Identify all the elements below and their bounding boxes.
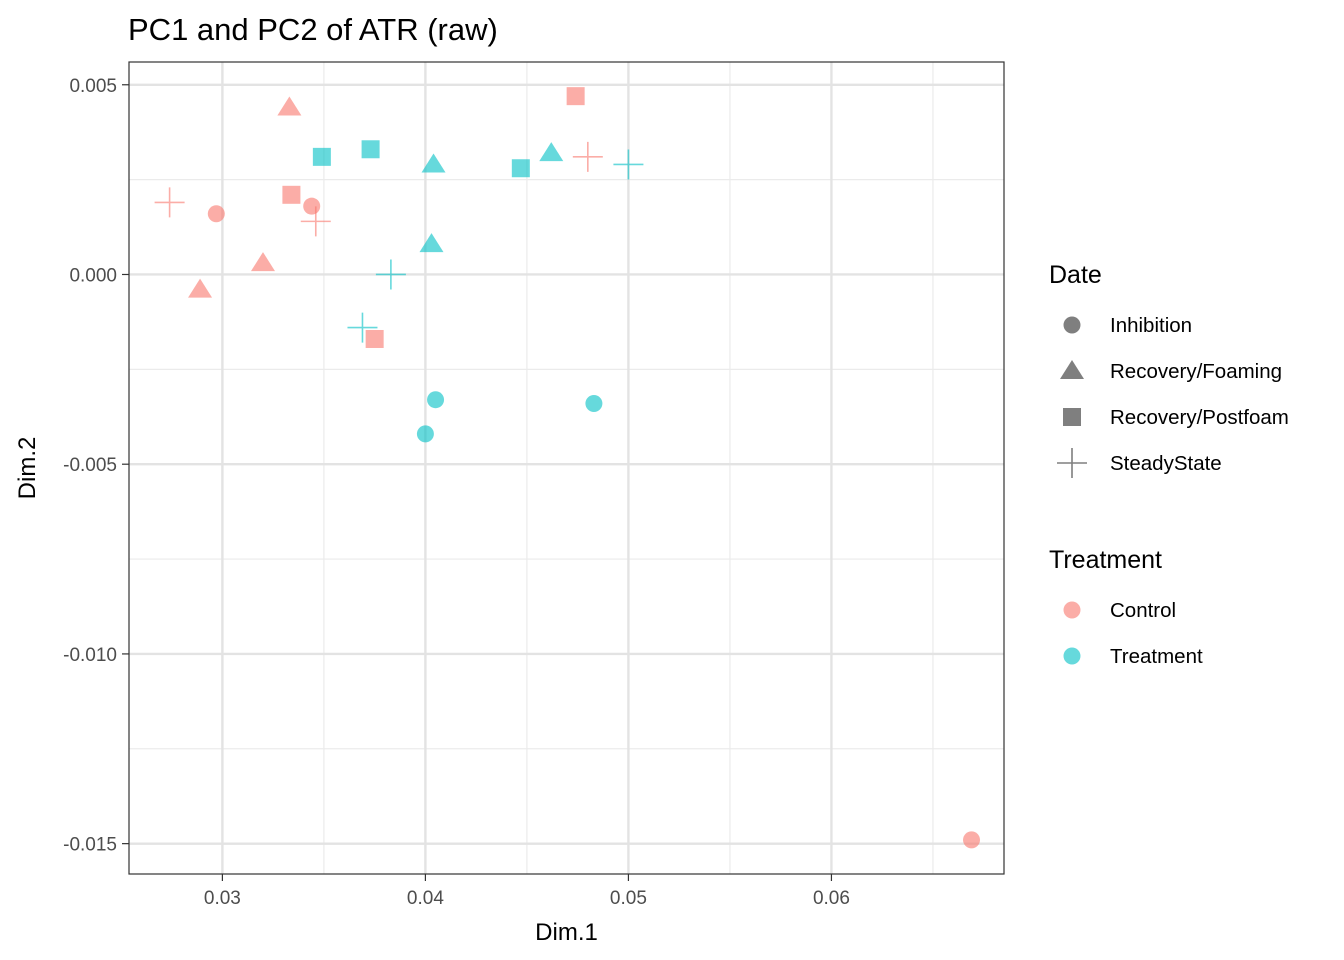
- y-tick-label: -0.005: [63, 455, 117, 476]
- color-legend-label: Treatment: [1110, 645, 1203, 668]
- data-point: [365, 329, 384, 348]
- y-tick-label: 0.005: [69, 76, 117, 97]
- shape-legend-label: Recovery/Foaming: [1110, 360, 1282, 383]
- data-point: [207, 205, 225, 223]
- x-tick-label: 0.03: [204, 888, 241, 909]
- data-point: [300, 206, 331, 237]
- color-legend: Treatment Control Treatment: [1049, 546, 1203, 668]
- x-tick-label: 0.04: [407, 888, 444, 909]
- data-point: [613, 149, 644, 180]
- legend-key-circle: [1063, 316, 1081, 334]
- shape-legend-label: SteadyState: [1110, 452, 1222, 475]
- y-tick-label: 0.000: [69, 265, 117, 286]
- data-points: [154, 87, 981, 849]
- y-tick-label: -0.015: [63, 835, 117, 856]
- x-tick-label: 0.06: [813, 888, 850, 909]
- data-point: [282, 185, 301, 204]
- data-point: [361, 140, 380, 159]
- data-point: [375, 259, 406, 290]
- data-point: [963, 831, 981, 849]
- data-point: [419, 233, 444, 253]
- plot-border: [128, 61, 1005, 875]
- data-point: [427, 391, 445, 409]
- legend-key-plus: [1057, 448, 1087, 478]
- data-point: [416, 425, 434, 443]
- data-point: [566, 87, 585, 106]
- color-legend-title: Treatment: [1049, 546, 1162, 574]
- data-point: [188, 278, 213, 298]
- data-point: [312, 147, 331, 166]
- data-point: [572, 141, 603, 172]
- data-point: [347, 312, 378, 343]
- data-point: [585, 394, 603, 412]
- shape-legend-label: Inhibition: [1110, 314, 1192, 337]
- data-point: [250, 252, 275, 272]
- data-point: [303, 197, 321, 215]
- shape-legend-label: Recovery/Postfoam: [1110, 406, 1289, 429]
- x-axis-title: Dim.1: [535, 919, 598, 946]
- legend-key-color: [1063, 647, 1081, 665]
- data-point: [421, 153, 446, 173]
- legend-key-triangle: [1060, 360, 1084, 379]
- shape-legend-title: Date: [1049, 261, 1102, 289]
- y-tick-label: -0.010: [63, 645, 117, 666]
- data-point: [511, 159, 530, 178]
- plot-panel: [129, 62, 1004, 874]
- x-axis-ticks: 0.03 0.04 0.05 0.06: [204, 874, 850, 909]
- chart-title: PC1 and PC2 of ATR (raw): [128, 12, 498, 47]
- legend-key-square: [1063, 408, 1081, 426]
- shape-legend: Date Inhibition Recovery/Foaming Recovery/…: [1049, 261, 1289, 478]
- y-axis-ticks: 0.005 0.000 -0.005 -0.010 -0.015: [63, 76, 129, 856]
- data-point: [277, 96, 302, 116]
- data-point: [154, 187, 185, 218]
- color-legend-label: Control: [1110, 599, 1176, 622]
- y-axis-title: Dim.2: [14, 437, 41, 500]
- x-tick-label: 0.05: [610, 888, 647, 909]
- grid-lines: [129, 62, 1004, 874]
- legend-key-color: [1063, 601, 1081, 619]
- data-point: [539, 142, 564, 162]
